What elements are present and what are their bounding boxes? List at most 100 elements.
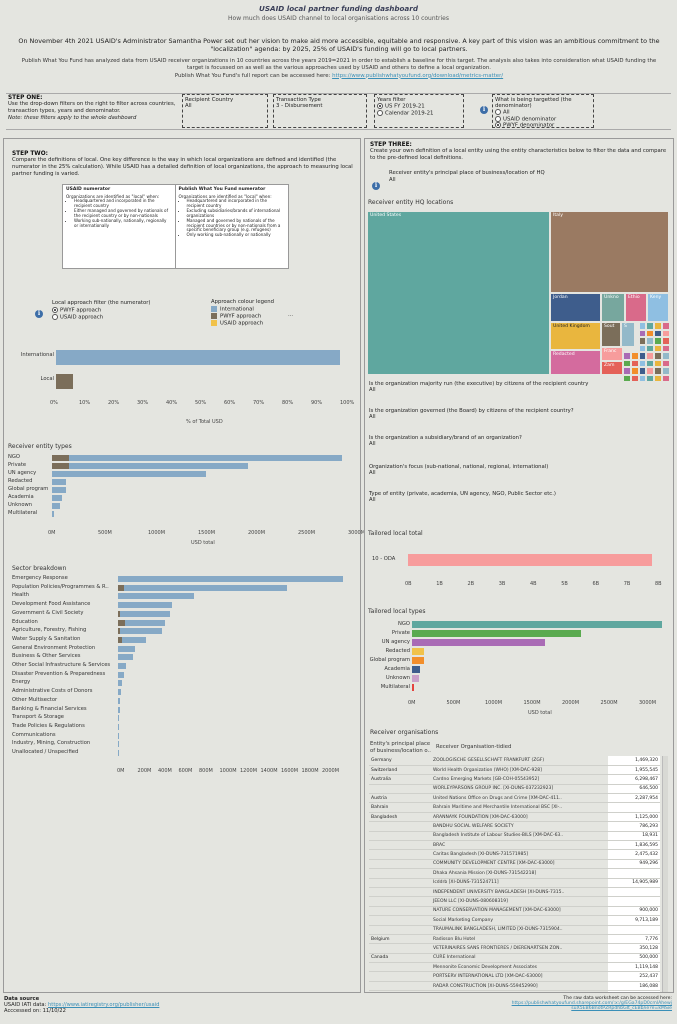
treemap-cell-small[interactable] bbox=[646, 367, 655, 375]
sector-intl-bar[interactable] bbox=[120, 628, 162, 635]
treemap-cell[interactable]: Sout bbox=[601, 322, 621, 347]
table-row[interactable]: WORLEYPARSONS GROUP INC. [XI-DUNS-037232… bbox=[369, 784, 660, 795]
sector-intl-bar[interactable] bbox=[118, 602, 173, 609]
sector-intl-bar[interactable] bbox=[118, 663, 127, 669]
entity-question-filter[interactable]: Organization's focus (sub-national, nati… bbox=[369, 464, 669, 476]
receiver-type-intl-bar[interactable] bbox=[52, 479, 67, 485]
hq-info-icon[interactable]: i bbox=[372, 172, 380, 191]
sector-local-bar[interactable] bbox=[118, 610, 121, 617]
table-row[interactable]: Czech RepublicPeople in Need [CZ-ICO-257… bbox=[369, 990, 660, 992]
table-row[interactable]: Australia Cardno Emerging Markets [GB-COH… bbox=[369, 774, 660, 785]
table-row[interactable]: Switzerland World Health Organization (WH… bbox=[369, 765, 660, 776]
sector-local-bar[interactable] bbox=[118, 628, 121, 635]
treemap-cell-small[interactable] bbox=[630, 367, 639, 375]
tailored-type-bar[interactable] bbox=[412, 621, 662, 628]
treemap-cell-small[interactable] bbox=[654, 359, 662, 367]
table-row[interactable]: Social Marketing Company 9,713,189 bbox=[369, 915, 660, 926]
sector-intl-bar[interactable] bbox=[118, 645, 136, 652]
treemap-cell-small[interactable] bbox=[654, 329, 662, 337]
table-row[interactable]: BRAC 1,836,595 bbox=[369, 840, 660, 851]
table-row[interactable]: COMMUNITY DEVELOPMENT CENTRE [XM-DAC-630… bbox=[369, 859, 660, 870]
tailored-type-bar[interactable] bbox=[412, 657, 425, 664]
sector-local-bar[interactable] bbox=[118, 619, 126, 626]
tailored-type-bar[interactable] bbox=[412, 675, 419, 682]
treemap-cell[interactable]: United States bbox=[367, 211, 550, 375]
tailored-type-bar[interactable] bbox=[412, 639, 546, 646]
treemap-cell[interactable]: Jordan bbox=[550, 293, 601, 322]
table-row[interactable]: NATURE CONSERVATION MANAGEMENT [XM-DAC-6… bbox=[369, 906, 660, 917]
sector-intl-bar[interactable] bbox=[118, 697, 121, 704]
receiver-type-intl-bar[interactable] bbox=[52, 495, 62, 501]
table-row[interactable]: VETERINAIRES SANS FRONTIERES / DIERENART… bbox=[369, 943, 660, 954]
sector-intl-bar[interactable] bbox=[118, 654, 134, 661]
table-row[interactable]: PORTSERV INTERNATIONAL LTD [XM-DAC-63000… bbox=[369, 971, 660, 982]
tailored-total-bar[interactable] bbox=[408, 554, 652, 566]
treemap-cell-small[interactable] bbox=[654, 352, 662, 360]
treemap-cell[interactable]: Zam bbox=[601, 361, 623, 375]
treemap-cell-small[interactable] bbox=[662, 359, 670, 367]
year-option-calendar[interactable]: Calendar 2019-21 bbox=[377, 109, 461, 116]
legend-more[interactable]: ... bbox=[288, 312, 294, 318]
pct-bar[interactable] bbox=[56, 374, 74, 389]
sector-intl-bar[interactable] bbox=[125, 619, 166, 626]
sector-intl-bar[interactable] bbox=[118, 689, 121, 696]
treemap-cell-small[interactable] bbox=[638, 344, 647, 352]
approach-option-pwyf[interactable]: PWYF approach bbox=[52, 306, 202, 314]
sector-intl-bar[interactable] bbox=[118, 593, 194, 600]
sector-intl-bar[interactable] bbox=[118, 715, 120, 722]
table-row[interactable]: Icddrb [XI-DUNS-731524711] 14,905,989 bbox=[369, 878, 660, 888]
treemap-cell-small[interactable] bbox=[646, 359, 655, 367]
sector-intl-bar[interactable] bbox=[118, 576, 343, 582]
treemap-cell-small[interactable] bbox=[646, 344, 655, 352]
treemap-cell-small[interactable] bbox=[646, 329, 655, 337]
treemap-cell-small[interactable] bbox=[638, 329, 647, 337]
entity-question-filter[interactable]: Type of entity (private, academia, UN ag… bbox=[369, 491, 669, 503]
sector-intl-bar[interactable] bbox=[118, 706, 120, 713]
tailored-type-bar[interactable] bbox=[412, 684, 414, 691]
receiver-type-intl-bar[interactable] bbox=[52, 471, 207, 477]
treemap-cell-small[interactable] bbox=[654, 367, 662, 375]
table-row[interactable]: RADAR CONSTRUCTION [XI-DUNS-559452990] 18… bbox=[369, 981, 660, 992]
treemap-cell-small[interactable] bbox=[646, 322, 655, 330]
treemap-cell-small[interactable] bbox=[662, 352, 670, 360]
tailored-type-bar[interactable] bbox=[412, 630, 582, 637]
treemap-cell-small[interactable] bbox=[623, 359, 631, 367]
table-row[interactable]: Austria United Nations Office on Drugs an… bbox=[369, 793, 660, 804]
receiver-type-local-bar[interactable] bbox=[52, 455, 69, 461]
table-row[interactable]: Caritas Bangladesh [XI-DUNS-731571985] 2,… bbox=[369, 849, 660, 860]
treemap-cell-small[interactable] bbox=[638, 367, 647, 375]
recipient-country-filter[interactable]: Recipient Country All bbox=[182, 94, 268, 128]
sector-intl-bar[interactable] bbox=[118, 680, 123, 687]
year-option-fy[interactable]: US FY 2019-21 bbox=[377, 103, 461, 110]
treemap-cell[interactable]: Franc bbox=[601, 347, 623, 361]
receiver-type-intl-bar[interactable] bbox=[52, 487, 67, 493]
table-row[interactable]: Germany ZOOLOGISCHE GESELLSCHAFT FRANKFUR… bbox=[369, 756, 660, 766]
treemap-cell-small[interactable] bbox=[630, 359, 639, 367]
table-row[interactable]: Bangladesh ARANNAYK FOUNDATION [XM-DAC-63… bbox=[369, 812, 660, 823]
entity-question-filter[interactable]: Is the organization a subsidiary/brand o… bbox=[369, 435, 669, 447]
treemap-cell-small[interactable] bbox=[662, 374, 670, 382]
info-icon[interactable]: i bbox=[480, 96, 488, 115]
treemap-cell-small[interactable] bbox=[638, 337, 647, 345]
receiver-type-intl-bar[interactable] bbox=[68, 463, 249, 469]
treemap-cell-small[interactable] bbox=[646, 352, 655, 360]
sector-intl-bar[interactable] bbox=[124, 584, 287, 591]
receiver-type-local-bar[interactable] bbox=[52, 463, 69, 469]
table-row[interactable]: Mennonite Economic Development Associate… bbox=[369, 962, 660, 973]
treemap-cell-small[interactable] bbox=[623, 352, 631, 360]
table-scrollbar[interactable] bbox=[662, 756, 668, 992]
table-row[interactable]: TRAUMALINK BANGLADESH, LIMITED [XI-DUNS-… bbox=[369, 925, 660, 935]
sector-intl-bar[interactable] bbox=[118, 723, 119, 730]
table-row[interactable]: Belgium Radisson Blu Hotel 7,776 bbox=[369, 934, 660, 945]
treemap-cell-small[interactable] bbox=[638, 359, 647, 367]
sector-local-bar[interactable] bbox=[118, 584, 125, 591]
pct-bar[interactable] bbox=[56, 350, 341, 365]
treemap-cell-small[interactable] bbox=[654, 374, 662, 382]
treemap-cell[interactable]: United Kingdom bbox=[550, 322, 601, 350]
treemap-cell-small[interactable] bbox=[662, 367, 670, 375]
treemap-cell-small[interactable] bbox=[662, 329, 670, 337]
table-row[interactable]: Dhaka Ahsania Mission [XI-DUNS-731542218… bbox=[369, 868, 660, 879]
sector-intl-bar[interactable] bbox=[118, 741, 119, 748]
treemap-cell-small[interactable] bbox=[662, 344, 670, 352]
treemap-cell[interactable]: Italy bbox=[550, 211, 669, 293]
